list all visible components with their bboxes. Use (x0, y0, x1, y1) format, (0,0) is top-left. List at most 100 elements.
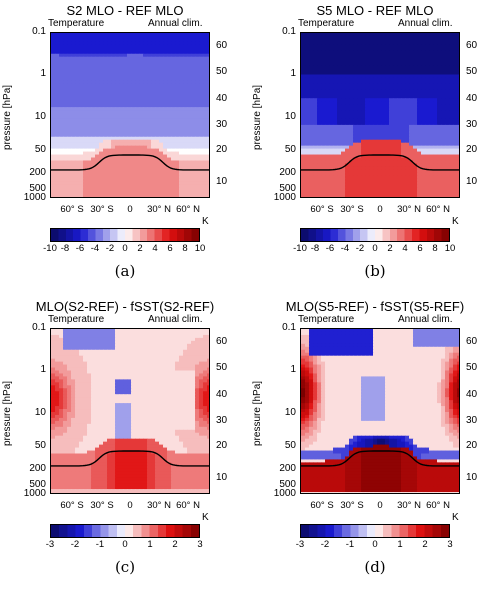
heatmap-cell (59, 104, 64, 108)
heatmap-cell (207, 190, 209, 194)
heatmap-cell (115, 44, 120, 49)
heatmap-cell (353, 121, 358, 126)
heatmap-cell (139, 184, 144, 188)
heatmap-cell (159, 101, 164, 105)
heatmap-cell (393, 74, 398, 79)
heatmap-cell (333, 175, 338, 179)
heatmap-cell (305, 71, 310, 76)
heatmap-cell (123, 331, 128, 336)
heatmap-cell (329, 77, 334, 82)
heatmap-cell (75, 178, 80, 182)
heatmap-cell (163, 142, 168, 147)
heatmap-cell (321, 127, 326, 132)
heatmap-cell (163, 98, 168, 102)
heatmap-cell (341, 92, 346, 96)
heatmap-cell (91, 169, 96, 173)
heatmap-cell (183, 337, 188, 342)
heatmap-cell (163, 65, 168, 70)
heatmap-cell (87, 124, 92, 129)
heatmap-cell (369, 181, 374, 185)
heatmap-cell (59, 83, 64, 87)
heatmap-cell (389, 110, 394, 114)
heatmap-cell (393, 142, 398, 147)
heatmap-cell (99, 86, 104, 90)
heatmap-cell (63, 352, 68, 357)
heatmap-cell (55, 68, 60, 73)
heatmap-cell (321, 163, 326, 167)
heatmap-cell (131, 343, 136, 348)
heatmap-cell (377, 95, 382, 99)
heatmap-cell (357, 157, 362, 162)
heatmap-cell (183, 38, 188, 43)
heatmap-cell (135, 62, 140, 67)
heatmap-cell (413, 166, 418, 170)
heatmap-cell (309, 56, 314, 61)
heatmap-cell (433, 38, 438, 43)
heatmap-cell (337, 33, 342, 37)
heatmap-cell (55, 47, 60, 52)
heatmap-cell (365, 62, 370, 67)
heatmap-cell (91, 89, 96, 93)
heatmap-cell (139, 160, 144, 165)
heatmap-cell (159, 172, 164, 176)
heatmap-cell (159, 124, 164, 129)
heatmap-cell (377, 116, 382, 120)
heatmap-cell (51, 346, 56, 351)
heatmap-cell (139, 136, 144, 141)
heatmap-cell (155, 80, 160, 84)
heatmap-cell (317, 142, 322, 147)
heatmap-cell (421, 92, 426, 96)
heatmap-cell (139, 151, 144, 156)
heatmap-cell (445, 92, 450, 96)
heatmap-cell (147, 74, 152, 79)
heatmap-cell (397, 86, 402, 90)
heatmap-cell (159, 349, 164, 354)
heatmap-cell (83, 113, 88, 117)
heatmap-cell (421, 196, 426, 197)
heatmap-cell (191, 121, 196, 126)
heatmap-cell (345, 193, 350, 197)
heatmap-cell (301, 83, 306, 87)
heatmap-cell (369, 157, 374, 162)
heatmap-cell (305, 163, 310, 167)
heatmap-cell (199, 329, 204, 333)
heatmap-cell (437, 136, 442, 141)
heatmap-cell (325, 62, 330, 67)
heatmap-cell (135, 178, 140, 182)
heatmap-cell (163, 121, 168, 126)
heatmap-cell (413, 89, 418, 93)
heatmap-cell (187, 35, 192, 40)
heatmap-cell (357, 172, 362, 176)
heatmap-cell (127, 92, 132, 96)
heatmap-cell (71, 329, 76, 333)
heatmap-cell (55, 355, 60, 360)
heatmap-cell (151, 160, 156, 165)
heatmap-cell (171, 110, 176, 114)
heatmap-cell (127, 160, 132, 165)
heatmap-cell (325, 92, 330, 96)
heatmap-cell (123, 107, 128, 111)
heatmap-cell (99, 50, 104, 55)
heatmap-cell (163, 148, 168, 153)
heatmap-cell (115, 80, 120, 84)
heatmap-cell (183, 355, 188, 360)
heatmap-cell (147, 151, 152, 156)
heatmap-cell (437, 107, 442, 111)
heatmap-cell (67, 331, 72, 336)
heatmap-cell (115, 355, 120, 360)
heatmap-cell (381, 98, 386, 102)
heatmap-cell (103, 343, 108, 348)
heatmap-cell (333, 53, 338, 58)
heatmap-cell (63, 35, 68, 40)
heatmap-cell (313, 193, 318, 197)
heatmap-cell (305, 33, 310, 37)
heatmap-cell (183, 184, 188, 188)
heatmap-cell (127, 59, 132, 64)
heatmap-cell (325, 68, 330, 73)
heatmap-cell (67, 175, 72, 179)
heatmap-cell (333, 92, 338, 96)
heatmap-cell (433, 142, 438, 147)
heatmap-cell (321, 184, 326, 188)
heatmap-cell (59, 107, 64, 111)
x-tick-label: 30° N (397, 204, 421, 215)
